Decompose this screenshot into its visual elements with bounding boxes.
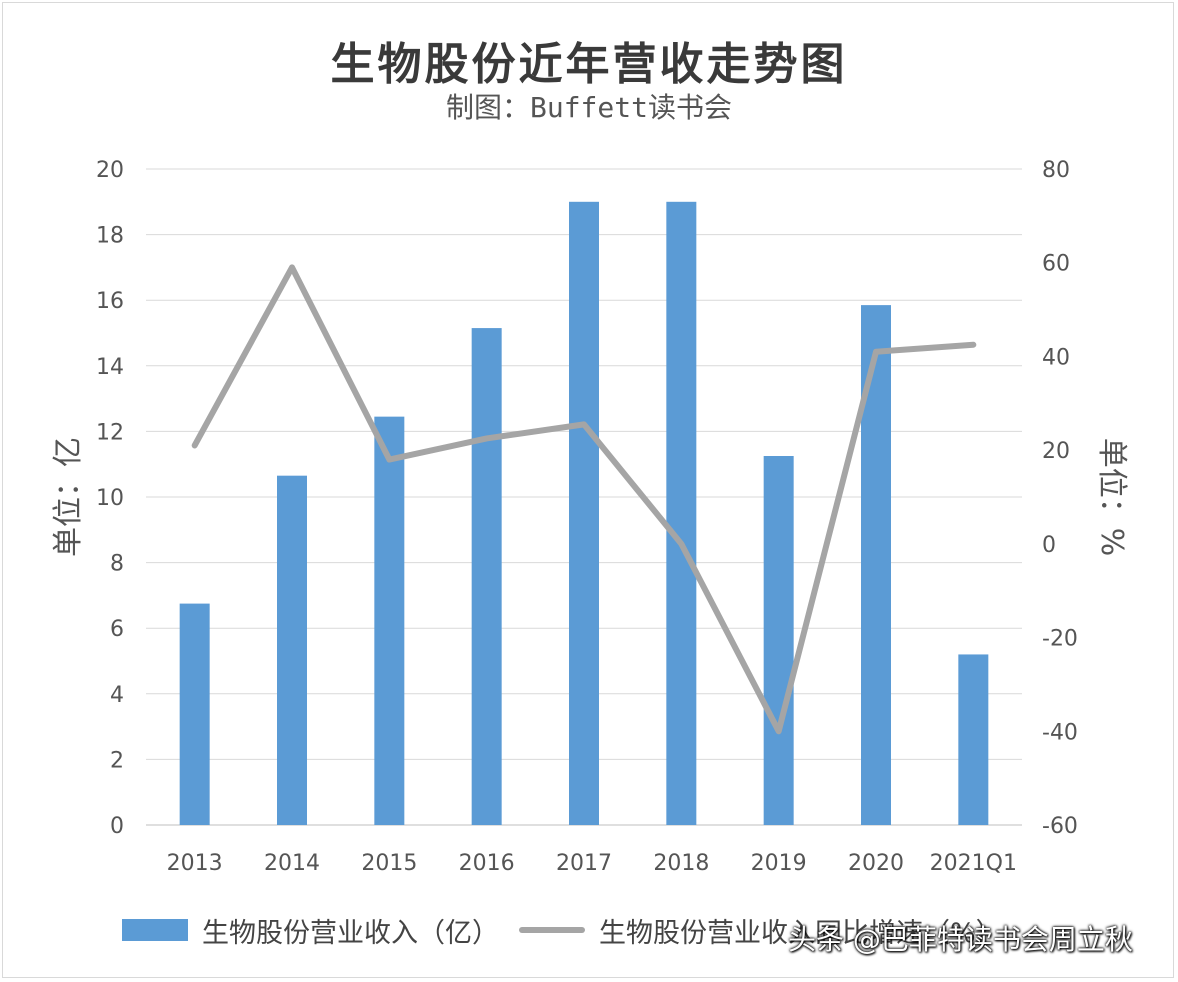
bar-series	[179, 201, 989, 826]
legend: 生物股份营业收入（亿） 生物股份营业收入同比增速（%）	[122, 908, 1023, 952]
x-axis-tick-label: 2014	[264, 851, 320, 876]
line-point	[680, 543, 682, 545]
left-axis-ticks: 0 2 4 6 8 10 12 14 16 18 20	[96, 158, 124, 839]
left-axis-tick-label: 0	[110, 814, 124, 839]
right-axis-tick-label: 20	[1042, 439, 1070, 464]
bar	[374, 416, 405, 825]
legend-item-bar: 生物股份营业收入（亿）	[122, 911, 499, 950]
bar	[471, 328, 502, 825]
left-axis-tick-label: 10	[96, 486, 124, 511]
chart-title: 生物股份近年营收走势图	[330, 39, 848, 90]
line-point	[194, 444, 196, 446]
x-axis-tick-label: 2021Q1	[930, 851, 1017, 876]
line-point	[291, 266, 293, 268]
left-axis-tick-label: 2	[110, 748, 124, 773]
bar	[569, 201, 599, 826]
x-axis-tick-label: 2013	[167, 851, 223, 876]
right-axis-tick-label: -40	[1042, 720, 1078, 745]
right-axis-tick-label: 0	[1042, 533, 1056, 558]
legend-item-line: 生物股份营业收入同比增速（%）	[519, 911, 1003, 950]
right-axis-tick-label: 40	[1042, 345, 1070, 370]
line-point	[972, 344, 974, 346]
x-axis-tick-label: 2015	[361, 851, 417, 876]
bar	[958, 654, 989, 825]
x-axis-tick-label: 2016	[459, 851, 515, 876]
legend-label-line: 生物股份营业收入同比增速（%）	[599, 917, 1003, 949]
right-axis-tick-label: -20	[1042, 627, 1078, 652]
x-axis-tick-label: 2020	[848, 851, 904, 876]
bar	[666, 201, 697, 826]
right-axis-title: 单位：%	[1094, 438, 1129, 557]
line-point	[486, 437, 488, 439]
left-axis-tick-label: 18	[96, 224, 124, 249]
watermark: 头条 @巴菲特读书会周立秋	[788, 923, 1133, 956]
line-point	[875, 351, 877, 353]
left-axis-tick-label: 20	[96, 158, 124, 183]
bar	[179, 603, 210, 825]
x-axis-tick-label: 2017	[556, 851, 612, 876]
bar	[277, 475, 307, 825]
legend-swatch-line	[519, 927, 585, 933]
chart-subtitle: 制图：Buffett读书会	[445, 91, 732, 124]
legend-swatch-bar	[122, 919, 188, 941]
line-point	[778, 730, 780, 732]
left-axis-tick-label: 6	[110, 617, 124, 642]
left-axis-tick-label: 4	[110, 683, 124, 708]
left-axis-title: 单位：亿	[51, 437, 86, 557]
line-point	[583, 423, 585, 425]
line-series	[191, 264, 977, 735]
line-point	[388, 459, 390, 461]
left-axis-tick-label: 12	[96, 420, 124, 445]
right-axis-tick-label: 60	[1042, 252, 1070, 277]
legend-label-bar: 生物股份营业收入（亿）	[202, 917, 499, 949]
x-axis-tick-label: 2019	[751, 851, 807, 876]
x-axis-tick-label: 2018	[653, 851, 709, 876]
left-axis-tick-label: 16	[96, 289, 124, 314]
right-axis-tick-label: 80	[1042, 158, 1070, 183]
x-axis-ticks: 2013 2014 2015 2016 2017 2018 2019 2020 2021Q1	[167, 851, 1017, 876]
right-axis-ticks: -60 -40 -20 0 20 40 60 80	[1042, 158, 1078, 839]
left-axis-tick-label: 14	[96, 355, 124, 380]
bar	[763, 456, 794, 825]
left-axis-tick-label: 8	[110, 552, 124, 577]
right-axis-tick-label: -60	[1042, 814, 1078, 839]
